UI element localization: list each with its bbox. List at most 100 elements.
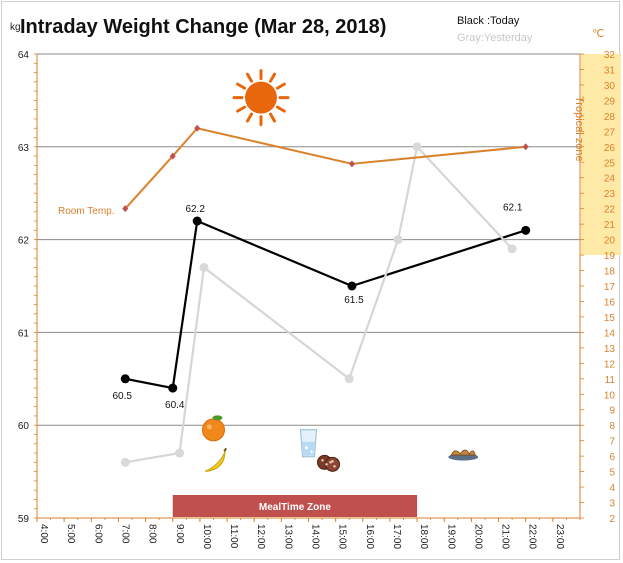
meal-time-zone-bar: [172, 495, 418, 517]
x-tick-label: 22:00: [527, 524, 538, 549]
today-point: [347, 281, 357, 291]
left-axis-unit: kg: [10, 22, 21, 33]
right-tick-label: 32: [604, 50, 616, 61]
today-point: [192, 216, 202, 226]
yesterday-line: [125, 145, 513, 464]
right-tick-label: 13: [604, 344, 616, 355]
data-label: 61.5: [344, 295, 364, 306]
banana-stem: [223, 447, 228, 452]
chart-title: Intraday Weight Change (Mar 28, 2018): [20, 16, 386, 38]
right-tick-label: 15: [604, 313, 616, 324]
x-tick-label: 18:00: [418, 524, 429, 549]
right-tick-label: 14: [604, 328, 616, 339]
data-label: 62.1: [503, 202, 523, 213]
right-tick-label: 4: [609, 483, 615, 494]
right-tick-label: 7: [609, 437, 615, 448]
right-tick-label: 22: [604, 205, 616, 216]
yesterday-point: [199, 262, 209, 272]
right-tick-label: 19: [604, 251, 616, 262]
orange-shine: [206, 424, 212, 430]
room-temp-point: [122, 205, 129, 213]
right-tick-label: 17: [604, 282, 616, 293]
x-tick-label: 7:00: [119, 524, 130, 544]
noodles: [450, 449, 476, 456]
right-tick-label: 27: [604, 127, 616, 138]
cookie-dot: [333, 465, 336, 468]
right-tick-label: 16: [604, 297, 616, 308]
x-tick-label: 4:00: [38, 524, 49, 544]
x-tick-label: 12:00: [255, 524, 266, 549]
data-label: 62.2: [185, 204, 205, 215]
sun-ray: [245, 112, 253, 123]
cookie-dot: [325, 463, 328, 466]
right-tick-label: 20: [604, 236, 616, 247]
room-temp-point: [522, 143, 529, 151]
x-tick-label: 9:00: [174, 524, 185, 544]
data-label: 60.5: [113, 391, 133, 402]
yesterday-point: [120, 457, 130, 467]
data-label: 60.4: [165, 400, 185, 411]
x-tick-label: 16:00: [364, 524, 375, 549]
right-tick-label: 18: [604, 267, 616, 278]
sun-ray: [236, 105, 247, 113]
orange-body: [201, 418, 225, 442]
cookies-icon: [317, 454, 341, 472]
x-tick-label: 6:00: [92, 524, 103, 544]
right-tick-label: 2: [609, 514, 615, 525]
glass-bubble: [305, 446, 308, 450]
right-tick-label: 5: [609, 468, 615, 479]
x-tick-label: 14:00: [310, 524, 321, 549]
banana-body: [204, 451, 226, 472]
legend-yesterday: Gray:Yesterday: [457, 32, 533, 44]
x-tick-label: 17:00: [391, 524, 402, 549]
right-tick-label: 29: [604, 96, 616, 107]
x-tick-label: 19:00: [445, 524, 456, 549]
sun-ray: [245, 72, 253, 83]
x-tick-label: 5:00: [65, 524, 76, 544]
glass-water: [301, 441, 316, 456]
cookie-dot: [331, 460, 334, 463]
x-tick-label: 8:00: [147, 524, 158, 544]
cookie-dot: [321, 459, 324, 462]
yesterday-point: [412, 142, 422, 152]
x-tick-label: 23:00: [554, 524, 565, 549]
right-tick-label: 21: [604, 220, 616, 231]
yesterday-point: [175, 448, 185, 458]
orange-icon: [201, 415, 225, 442]
sun-ray: [268, 112, 276, 123]
room-temp-point: [169, 152, 176, 160]
room-temp-point: [194, 124, 201, 132]
room-temp-label: Room Temp.: [58, 206, 115, 217]
sun-disc: [244, 81, 277, 114]
right-tick-label: 23: [604, 189, 616, 200]
meal-time-zone-label: MealTime Zone: [259, 502, 331, 513]
right-tick-label: 30: [604, 81, 616, 92]
y-tick-label: 63: [18, 143, 30, 154]
y-tick-label: 60: [18, 421, 30, 432]
y-tick-label: 61: [18, 328, 30, 339]
tropical-zone-band: [581, 54, 621, 256]
y-tick-label: 59: [18, 514, 30, 525]
tropical-zone-label: Tropical zone: [573, 96, 585, 162]
sun-ray: [275, 82, 286, 90]
right-axis-unit: ℃: [592, 28, 604, 40]
sun-ray: [268, 72, 276, 83]
banana-icon: [204, 447, 228, 472]
right-tick-label: 26: [604, 143, 616, 154]
right-tick-label: 10: [604, 390, 616, 401]
room-temp-line: [124, 127, 526, 210]
right-tick-label: 9: [609, 406, 615, 417]
right-tick-label: 8: [609, 421, 615, 432]
yesterday-point: [344, 374, 354, 384]
legend-today: Black :Today: [457, 15, 520, 27]
x-tick-label: 20:00: [472, 524, 483, 549]
right-tick-label: 25: [604, 158, 616, 169]
x-tick-label: 11:00: [228, 524, 239, 549]
sun-icon: [232, 69, 290, 127]
today-point: [168, 383, 178, 393]
x-tick-label: 13:00: [282, 524, 293, 549]
cookie-dot: [329, 461, 332, 464]
glass-bubble: [310, 450, 313, 453]
